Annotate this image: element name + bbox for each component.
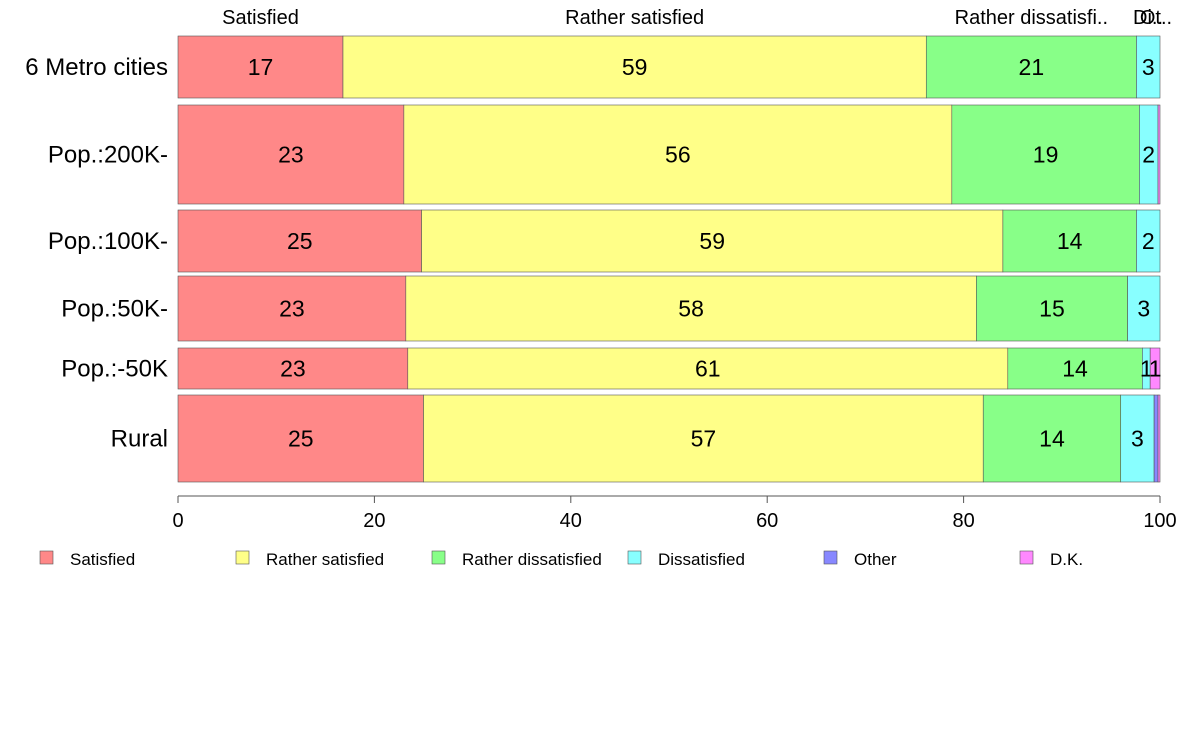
bar-value-label: 14 [1057,228,1083,254]
bar-value-label: 21 [1019,54,1045,80]
bar-value-label: 14 [1062,356,1088,382]
legend-label: Dissatisfied [658,550,745,569]
category-label: Pop.:200K- [48,142,168,169]
legend-swatch [627,550,642,565]
bar-segment [1157,394,1161,483]
bar-segment [177,35,344,99]
legend-swatch [1019,550,1034,565]
bar-value-label: 25 [287,228,313,254]
bar-value-label: 61 [695,356,721,382]
x-tick-label: 100 [1143,510,1176,532]
legend-label: Rather dissatisfied [462,550,602,569]
bar-value-label: 57 [691,426,717,452]
category-label: 6 Metro cities [25,54,168,81]
legend-label: Rather satisfied [266,550,384,569]
bar-value-label: 19 [1033,142,1059,168]
bar-value-label: 59 [622,54,648,80]
legend-label: D.K. [1050,550,1083,569]
bar-segment [951,104,1140,205]
legend-label: Satisfied [70,550,135,569]
bar-segment [1157,104,1161,205]
bar-value-label: 3 [1131,426,1144,452]
bar-segment [1149,347,1161,390]
top-segment-label: Rather dissatisfi.. [955,7,1108,29]
category-label: Pop.:100K- [48,228,168,255]
bar-value-label: 3 [1142,54,1155,80]
x-tick-label: 20 [363,510,385,532]
top-segment-label: Satisfied [222,7,299,29]
bar-segment [405,275,977,342]
top-segment-label: Ot.. [1140,7,1172,29]
bar-value-label: 14 [1039,426,1065,452]
bar-segment [1153,394,1159,483]
category-label: Pop.:-50K [61,356,168,383]
bar-segment [177,104,405,205]
legend-label: Other [854,550,897,569]
bar-segment [925,35,1137,99]
bar-segment [177,347,409,390]
bar-value-label: 23 [280,356,306,382]
bar-segment [407,347,1009,390]
bar-segment [177,394,424,483]
top-segment-label: Di.. [1133,7,1163,29]
bar-segment [423,394,984,483]
bar-value-label: 23 [278,142,304,168]
bar-segment [1007,347,1143,390]
bar-value-label: 1 [1140,356,1153,382]
legend-swatch [431,550,446,565]
bar-value-label: 25 [288,426,314,452]
bar-value-label: 2 [1142,142,1155,168]
legend-swatch [39,550,54,565]
bar-value-label: 56 [665,142,691,168]
x-tick-label: 80 [952,510,974,532]
bar-value-label: 1 [1149,356,1162,382]
category-label: Rural [111,426,168,453]
bar-value-label: 58 [678,296,704,322]
bar-segment [177,275,407,342]
x-tick-label: 40 [560,510,582,532]
bar-segment [982,394,1122,483]
bar-value-label: 3 [1137,296,1150,322]
bar-segment [342,35,927,99]
bar-segment [421,209,1004,273]
x-tick-label: 60 [756,510,778,532]
bar-segment [1136,35,1161,99]
bar-segment [1127,275,1161,342]
top-segment-label: Rather satisfied [565,7,704,29]
bar-segment [1120,394,1155,483]
bar-segment [403,104,953,205]
legend-swatch [823,550,838,565]
category-label: Pop.:50K- [61,296,168,323]
bar-segment [1002,209,1137,273]
legend-swatch [235,550,250,565]
bar-value-label: 2 [1142,228,1155,254]
bar-value-label: 15 [1039,296,1065,322]
bar-value-label: 17 [248,54,274,80]
bar-value-label: 23 [279,296,305,322]
bar-value-label: 59 [699,228,725,254]
bar-segment [177,209,422,273]
x-tick-label: 0 [172,510,183,532]
bar-segment [1136,209,1161,273]
